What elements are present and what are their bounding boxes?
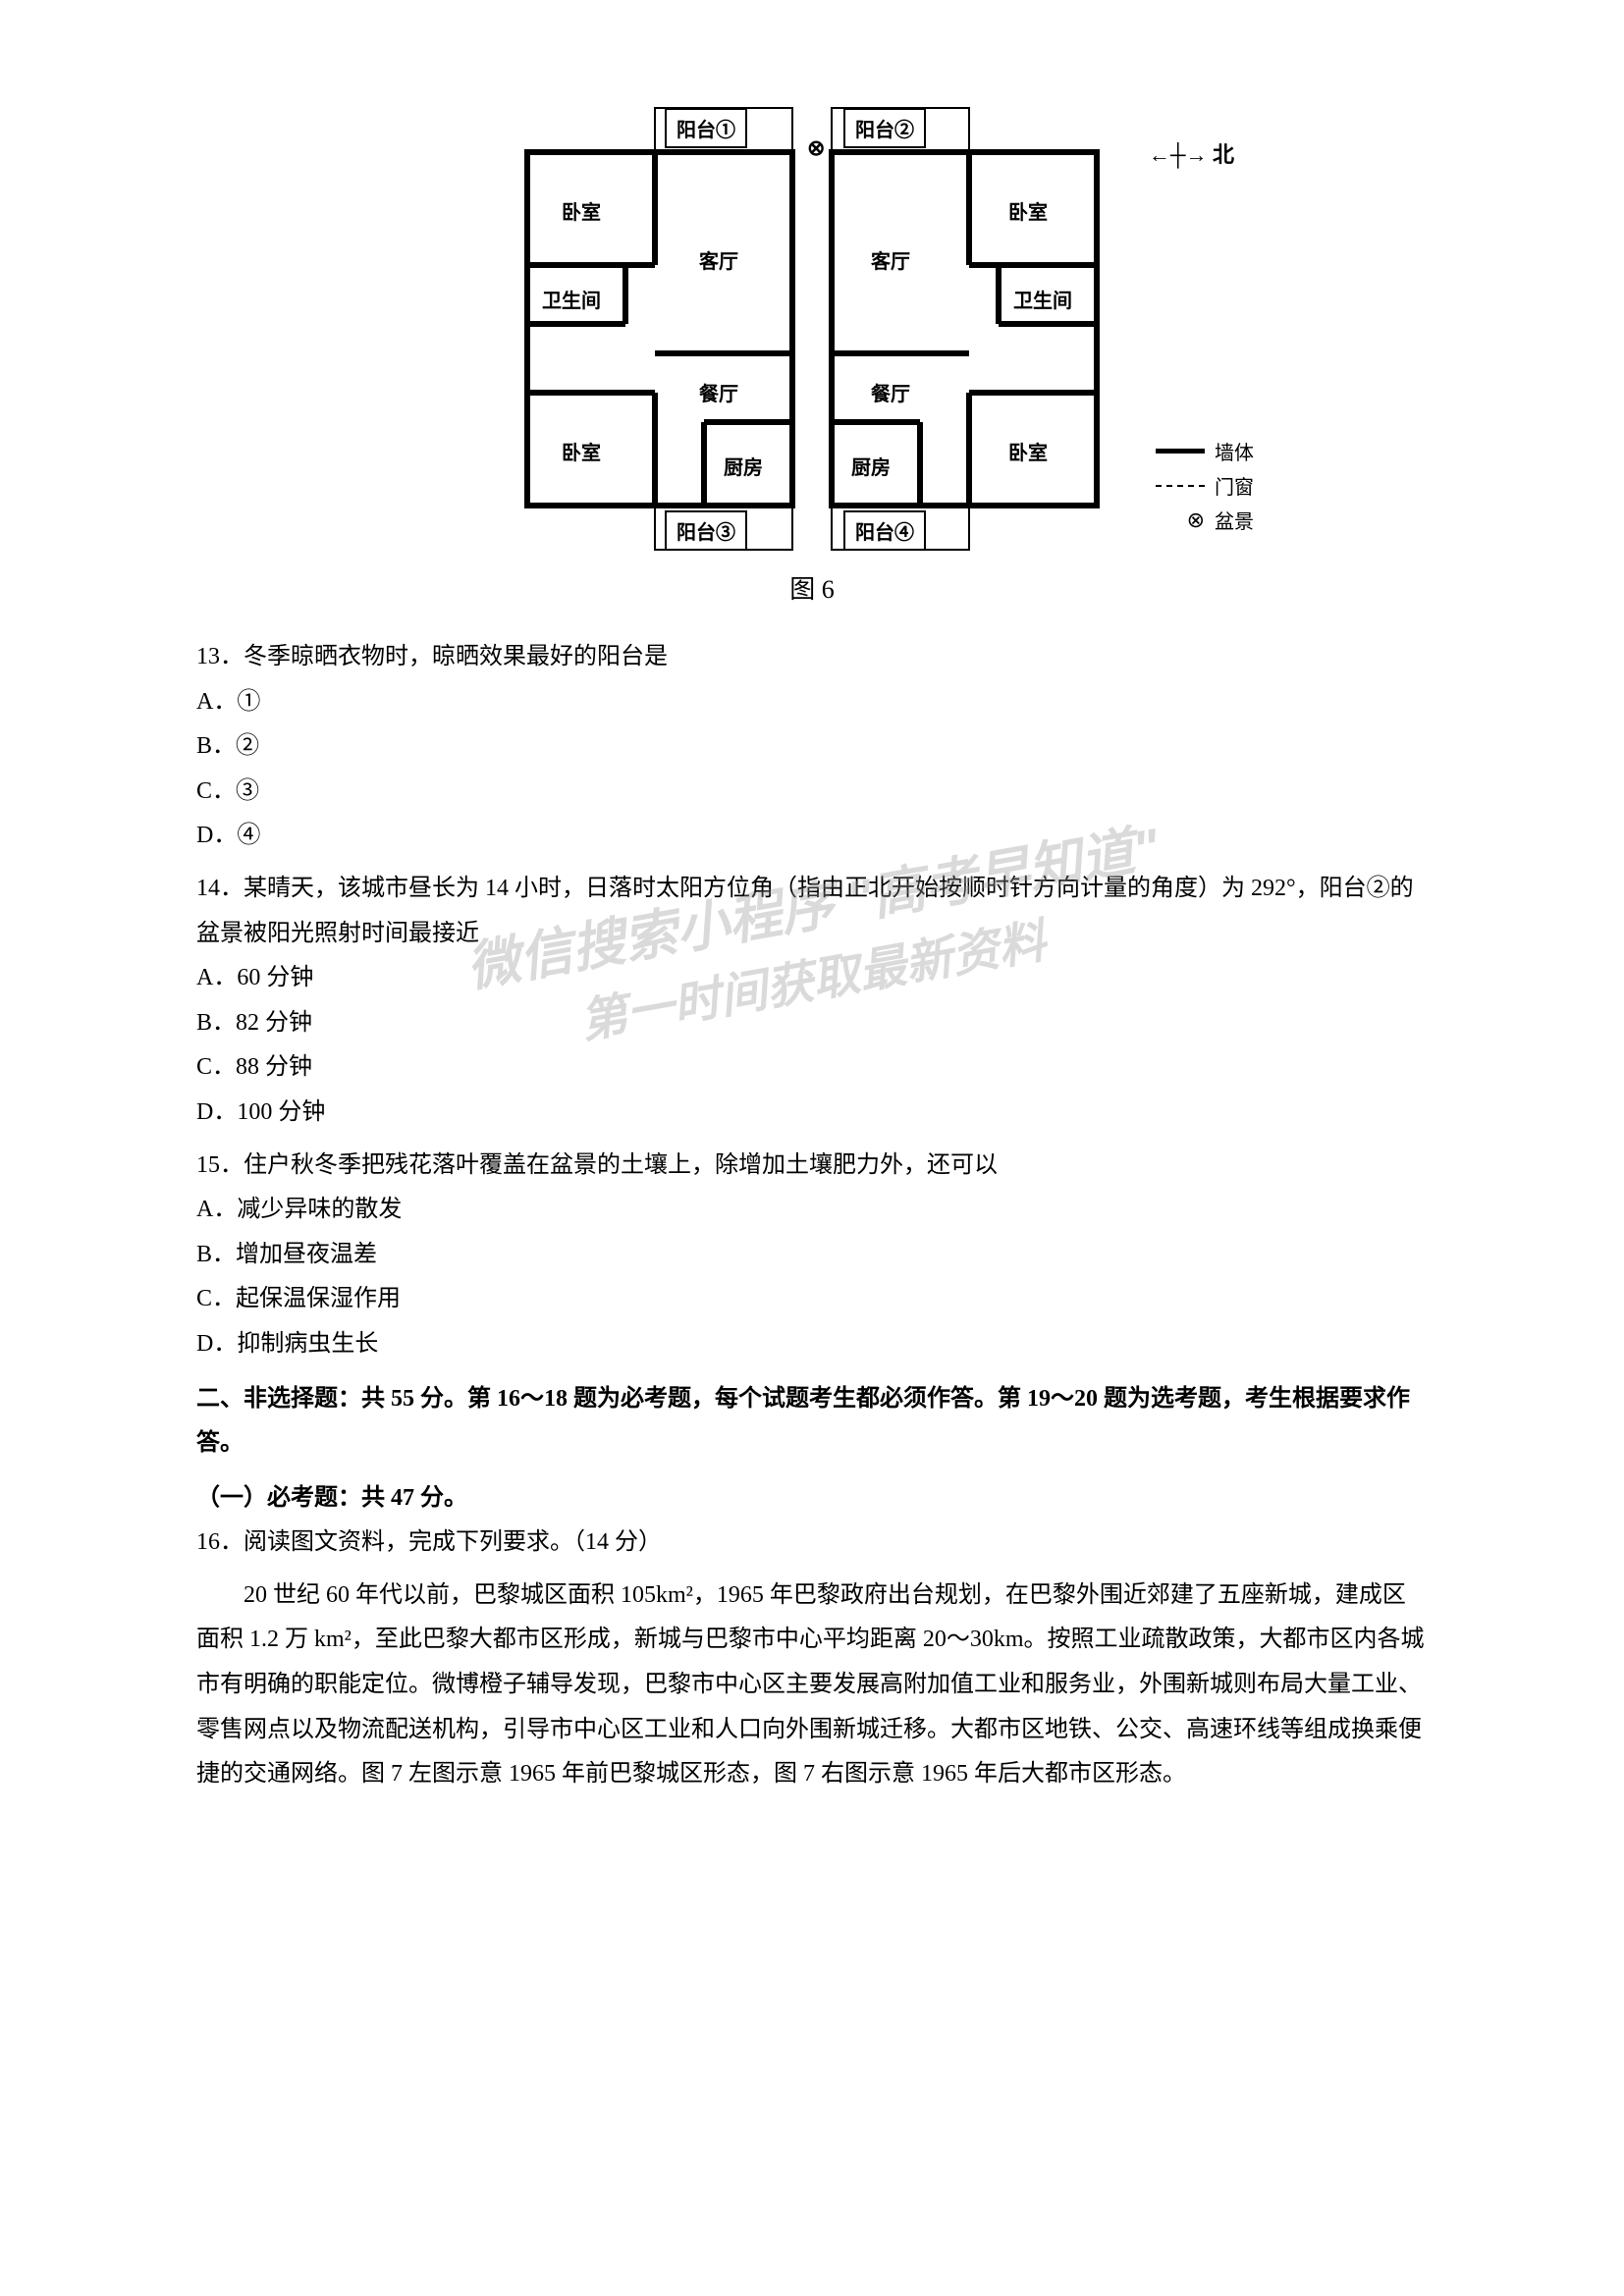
q15-stem: 15．住户秋冬季把残花落叶覆盖在盆景的土壤上，除增加土壤肥力外，还可以 — [196, 1144, 1428, 1189]
q13-opt-a: A．① — [196, 680, 1428, 725]
legend-bonsai-label: 盆景 — [1215, 506, 1254, 534]
wall-symbol — [1156, 449, 1205, 454]
north-indicator: ←┼→ 北 — [1149, 137, 1234, 169]
right-dining: 餐厅 — [871, 378, 910, 406]
q14-opt-d: D．100 分钟 — [196, 1091, 1428, 1136]
q15-opt-b: B．增加昼夜温差 — [196, 1233, 1428, 1278]
right-bedroom-top: 卧室 — [1008, 196, 1048, 225]
left-bedroom-top: 卧室 — [562, 196, 601, 225]
right-bathroom: 卫生间 — [1013, 285, 1072, 313]
balcony-3-label: 阳台③ — [665, 510, 747, 551]
q15-opt-c: C．起保温保湿作用 — [196, 1277, 1428, 1322]
q13-opt-c: C．③ — [196, 770, 1428, 815]
balcony-1-label: 阳台① — [665, 108, 747, 148]
bonsai-marker: ⊗ — [807, 135, 825, 161]
legend-wall-row: 墙体 — [1146, 437, 1254, 465]
balcony-2-label: 阳台② — [843, 108, 926, 148]
q13-stem: 13．冬季晾晒衣物时，晾晒效果最好的阳台是 — [196, 635, 1428, 680]
q16-body: 20 世纪 60 年代以前，巴黎城区面积 105km²，1965 年巴黎政府出台… — [196, 1574, 1428, 1797]
north-arrow: ←┼→ — [1149, 142, 1213, 167]
left-living: 客厅 — [699, 245, 738, 274]
q14-opt-b: B．82 分钟 — [196, 1001, 1428, 1046]
left-kitchen: 厨房 — [724, 452, 763, 480]
figure-caption: 图 6 — [439, 569, 1185, 606]
north-label: 北 — [1213, 142, 1234, 167]
right-bedroom-bottom: 卧室 — [1008, 437, 1048, 465]
legend-window-row: 门窗 — [1146, 471, 1254, 500]
bonsai-symbol: ⊗ — [1187, 507, 1205, 533]
left-dining: 餐厅 — [699, 378, 738, 406]
q14: 14．某晴天，该城市昼长为 14 小时，日落时太阳方位角（指由正北开始按顺时针方… — [196, 867, 1428, 1136]
q14-opt-a: A．60 分钟 — [196, 956, 1428, 1001]
q14-opt-c: C．88 分钟 — [196, 1045, 1428, 1091]
floorplan-svg — [508, 98, 1116, 560]
left-bathroom: 卫生间 — [542, 285, 601, 313]
section2-sub-heading: （一）必考题：共 47 分。 — [196, 1476, 1428, 1522]
q15: 15．住户秋冬季把残花落叶覆盖在盆景的土壤上，除增加土壤肥力外，还可以 A．减少… — [196, 1144, 1428, 1367]
q14-stem: 14．某晴天，该城市昼长为 14 小时，日落时太阳方位角（指由正北开始按顺时针方… — [196, 867, 1428, 956]
q13-opt-b: B．② — [196, 724, 1428, 770]
legend-bonsai-row: ⊗ 盆景 — [1146, 506, 1254, 534]
figure-container: 阳台① 阳台② 阳台③ 阳台④ ⊗ 卧室 客厅 卫生间 餐厅 卧室 厨房 卧室 … — [196, 98, 1428, 606]
right-living: 客厅 — [871, 245, 910, 274]
legend-window-label: 门窗 — [1215, 471, 1254, 500]
section2-heading: 二、非选择题：共 55 分。第 16～18 题为必考题，每个试题考生都必须作答。… — [196, 1377, 1428, 1467]
floorplan: 阳台① 阳台② 阳台③ 阳台④ ⊗ 卧室 客厅 卫生间 餐厅 卧室 厨房 卧室 … — [508, 98, 1116, 560]
q15-opt-a: A．减少异味的散发 — [196, 1188, 1428, 1233]
right-kitchen: 厨房 — [851, 452, 891, 480]
legend: 墙体 门窗 ⊗ 盆景 — [1146, 437, 1254, 540]
window-symbol — [1156, 485, 1205, 487]
q13: 13．冬季晾晒衣物时，晾晒效果最好的阳台是 A．① B．② C．③ D．④ — [196, 635, 1428, 859]
q16-intro: 16．阅读图文资料，完成下列要求。（14 分） — [196, 1521, 1428, 1566]
legend-wall-label: 墙体 — [1215, 437, 1254, 465]
left-bedroom-bottom: 卧室 — [562, 437, 601, 465]
balcony-4-label: 阳台④ — [843, 510, 926, 551]
floorplan-wrapper: 阳台① 阳台② 阳台③ 阳台④ ⊗ 卧室 客厅 卫生间 餐厅 卧室 厨房 卧室 … — [439, 98, 1185, 606]
q13-opt-d: D．④ — [196, 814, 1428, 859]
q15-opt-d: D．抑制病虫生长 — [196, 1322, 1428, 1367]
